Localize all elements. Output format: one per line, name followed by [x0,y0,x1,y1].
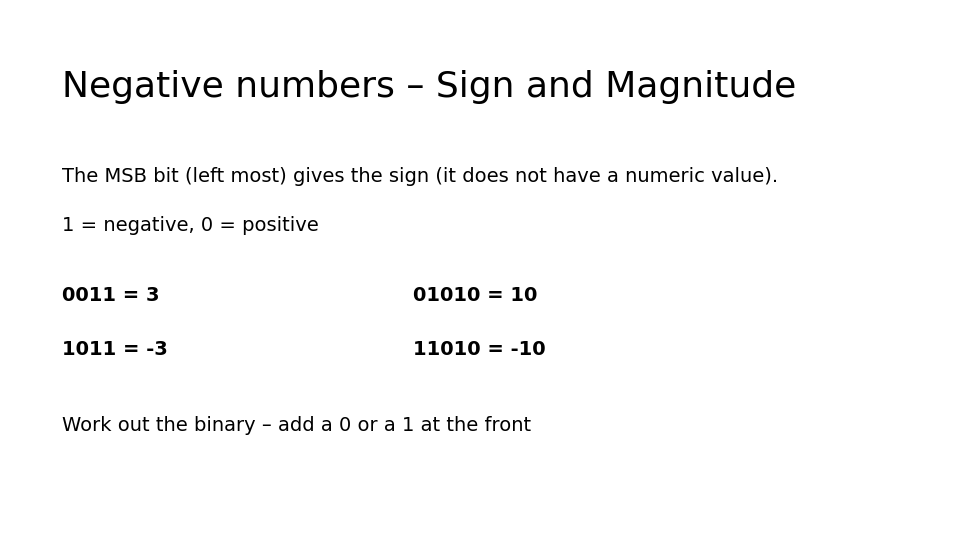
Text: 11010 = -10: 11010 = -10 [413,340,545,359]
Text: Work out the binary – add a 0 or a 1 at the front: Work out the binary – add a 0 or a 1 at … [62,416,532,435]
Text: 1 = negative, 0 = positive: 1 = negative, 0 = positive [62,216,319,235]
Text: 0011 = 3: 0011 = 3 [62,286,160,305]
Text: 01010 = 10: 01010 = 10 [413,286,538,305]
Text: 1011 = -3: 1011 = -3 [62,340,168,359]
Text: The MSB bit (left most) gives the sign (it does not have a numeric value).: The MSB bit (left most) gives the sign (… [62,167,779,186]
Text: Negative numbers – Sign and Magnitude: Negative numbers – Sign and Magnitude [62,70,797,104]
